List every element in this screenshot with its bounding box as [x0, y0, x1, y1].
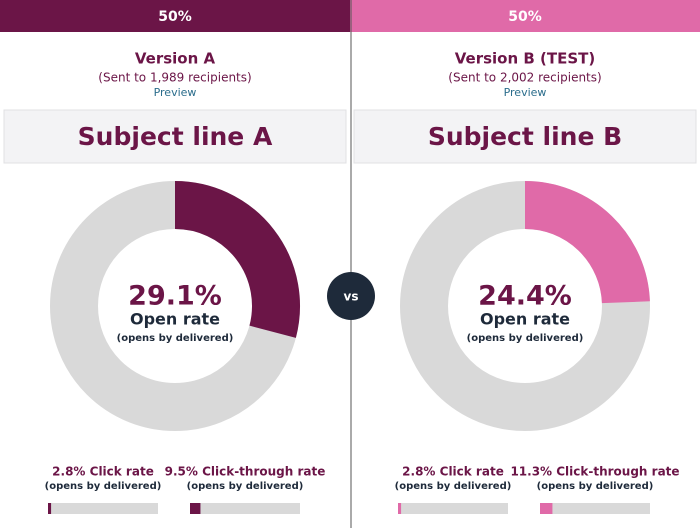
split-bar [0, 0, 350, 32]
click-through-rate-note: (opens by delivered) [187, 481, 304, 492]
preview-link[interactable]: Preview [154, 86, 197, 99]
version-name: Version B (TEST) [455, 50, 596, 68]
subject-box [353, 109, 697, 164]
click-rate-note: (opens by delivered) [45, 481, 162, 492]
click-rate-note: (opens by delivered) [395, 481, 512, 492]
open-rate-value: 24.4% [478, 281, 572, 312]
metric-bar [48, 503, 52, 514]
click-rate-label: 2.8% Click rate [402, 465, 504, 479]
split-label: 50% [508, 9, 542, 25]
metric-bar [398, 503, 402, 514]
open-rate-value: 29.1% [128, 281, 222, 312]
click-through-rate-note: (opens by delivered) [537, 481, 654, 492]
metric-track [190, 503, 300, 514]
open-rate-note: (opens by delivered) [467, 333, 584, 344]
click-rate-label: 2.8% Click rate [52, 465, 154, 479]
metric-track [540, 503, 650, 514]
vs-label: vs [344, 290, 359, 304]
split-bar [350, 0, 700, 32]
subject-line: Subject line A [78, 122, 273, 151]
metric-track [398, 503, 508, 514]
metric-bar [190, 503, 201, 514]
version-name: Version A [135, 50, 216, 68]
donut-arc [524, 181, 650, 304]
open-rate-title: Open rate [130, 310, 220, 329]
open-rate-title: Open rate [480, 310, 570, 329]
preview-link[interactable]: Preview [504, 86, 547, 99]
metric-track [48, 503, 158, 514]
click-through-rate-label: 11.3% Click-through rate [510, 465, 679, 479]
subject-line: Subject line B [428, 122, 622, 151]
split-label: 50% [158, 9, 192, 25]
recipients: (Sent to 1,989 recipients) [98, 71, 251, 85]
recipients: (Sent to 2,002 recipients) [448, 71, 601, 85]
metric-bar [540, 503, 553, 514]
open-rate-note: (opens by delivered) [117, 333, 234, 344]
donut-arc [174, 181, 300, 338]
subject-box [3, 109, 347, 164]
vs-badge [327, 272, 375, 320]
click-through-rate-label: 9.5% Click-through rate [165, 465, 326, 479]
